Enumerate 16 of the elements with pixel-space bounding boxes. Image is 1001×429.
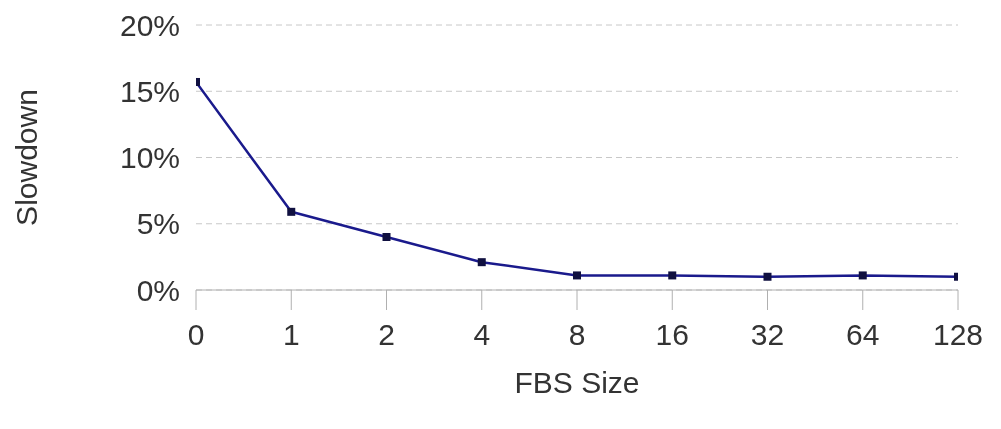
y-tick-label: 0% [136, 273, 180, 307]
x-tick-label: 4 [473, 318, 491, 352]
y-tick-label: 10% [119, 141, 180, 175]
y-tick-label: 20% [119, 8, 180, 42]
x-tick-label: 16 [655, 318, 689, 352]
x-axis-title: FBS Size [514, 366, 640, 399]
x-tick-label: 2 [378, 318, 395, 352]
y-tick-label: 15% [119, 74, 180, 108]
x-tick-label: 0 [187, 318, 205, 352]
x-tick-label: 64 [846, 318, 880, 352]
x-tick-label: 32 [750, 318, 785, 352]
x-tick-label: 1 [282, 318, 300, 352]
x-tick-label: 128 [932, 318, 984, 352]
y-axis-title: Slowdown [9, 89, 43, 226]
x-tick-label: 8 [568, 318, 586, 352]
y-tick-label: 5% [136, 207, 180, 241]
